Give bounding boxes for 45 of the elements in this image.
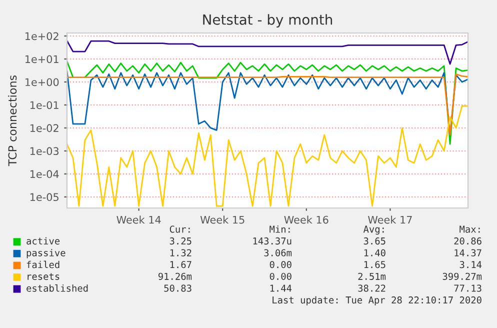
x-tick-label: Week 16 [284, 216, 328, 224]
legend-label: resets [28, 273, 60, 280]
text: 50.83 [164, 284, 192, 292]
text: 143.37u [253, 237, 292, 245]
text: 1.40 [364, 249, 386, 256]
y-tick-label: 1e-04 [30, 170, 59, 178]
text: Max: [460, 226, 480, 233]
text: 20.86 [454, 237, 482, 245]
text: 3.65 [364, 237, 386, 245]
text: 399.27m [442, 272, 482, 280]
text: 1.44 [270, 284, 292, 292]
text: 2.51m [358, 272, 386, 280]
text: 3.14 [460, 261, 482, 268]
text: 3.06m [264, 249, 292, 256]
text: 0.00 [270, 261, 292, 268]
x-tick-label: Week 15 [200, 216, 244, 224]
y-tick-label: 1e+01 [25, 55, 58, 64]
text: 77.13 [454, 284, 482, 292]
line-series [67, 40, 468, 65]
text: 38.22 [358, 284, 386, 292]
chart-title: Netstat - by month [203, 14, 332, 28]
x-tick-label: Week 17 [368, 216, 412, 224]
y-tick-label: 1e-01 [30, 101, 58, 110]
text: Min: [270, 225, 290, 233]
text: 1.32 [170, 249, 192, 256]
text: Avg: [363, 226, 384, 235]
y-tick-label: 1e-03 [30, 147, 59, 156]
legend-label: passive [26, 249, 66, 258]
text: 14.37 [454, 249, 482, 256]
y-tick-label: 1e+00 [25, 78, 59, 86]
text: Last update: Tue Apr 28 22:10:17 2020 [272, 296, 482, 306]
y-tick-label: 1e+02 [25, 32, 58, 40]
text: 1.67 [170, 261, 192, 268]
text: 0.00 [270, 272, 292, 280]
y-tick-label: 1e-05 [30, 193, 58, 202]
x-tick-label: Week 14 [116, 216, 161, 224]
legend-label: established [26, 284, 88, 292]
text: 1.65 [364, 261, 386, 268]
text: Cur: [170, 226, 190, 233]
text: 91.26m [158, 272, 192, 280]
text: 3.25 [170, 237, 192, 245]
y-tick-label: 1e-02 [30, 124, 58, 132]
legend-label: failed [26, 260, 60, 268]
legend-label: active [26, 237, 60, 245]
y-axis-title: TCP connections [8, 75, 17, 166]
